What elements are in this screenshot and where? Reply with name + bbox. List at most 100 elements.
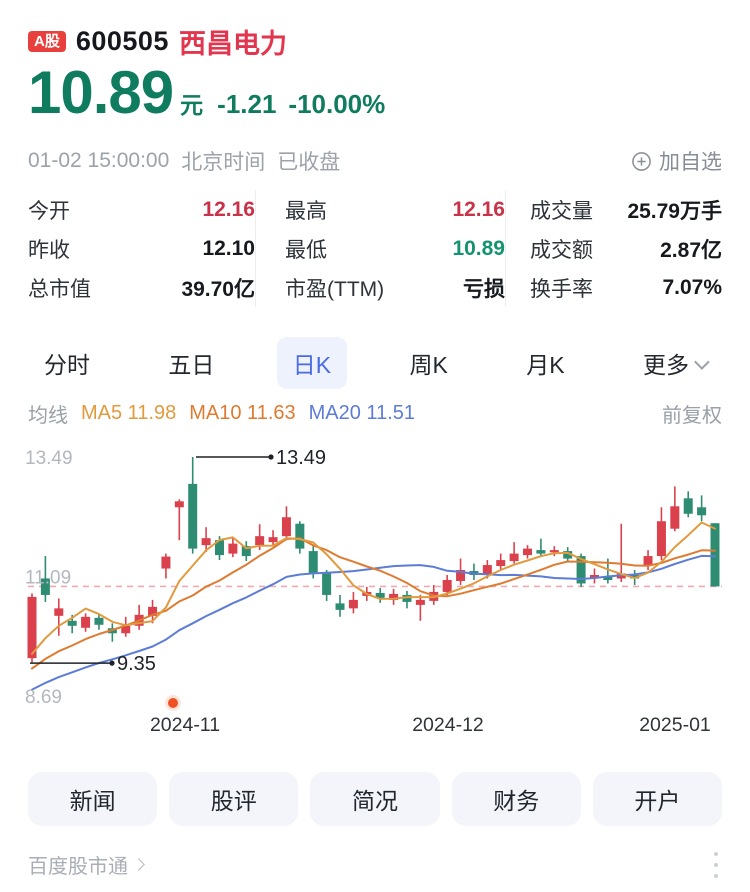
- stats-column: 最高 12.16 最低 10.89 市盈(TTM) 亏损: [255, 190, 505, 307]
- more-options-icon[interactable]: [714, 851, 722, 878]
- candle-body: [268, 537, 278, 543]
- stat-label: 最高: [285, 199, 327, 223]
- candle-body: [161, 556, 171, 569]
- current-price: 10.89: [28, 59, 174, 126]
- timezone-label: 北京时间: [181, 151, 266, 174]
- ma-legend-row: 均线 MA5 11.98 MA10 11.63 MA20 11.51 前复权: [28, 399, 722, 428]
- candle-body: [456, 570, 466, 581]
- candle-body: [228, 543, 238, 554]
- ma-legend-prefix: 均线: [28, 405, 68, 427]
- quote-stats-grid: 今开 12.16 昨收 12.10 总市值 39.70亿 最高 12.16 最低 10.89 市盈(…: [28, 190, 722, 307]
- y-axis-label: 11.09: [25, 568, 71, 589]
- action-button-财务[interactable]: 财务: [451, 772, 581, 826]
- candle-body: [67, 620, 77, 626]
- candle-body: [402, 594, 412, 602]
- stat-label: 成交量: [530, 199, 593, 223]
- tab-label: 周K: [409, 352, 448, 378]
- tab-日K[interactable]: 日K: [276, 337, 348, 389]
- ma-legend-ma20: MA20 11.51: [308, 402, 415, 424]
- event-marker-dot: [168, 698, 178, 708]
- tab-周K[interactable]: 周K: [394, 337, 464, 389]
- tab-分时[interactable]: 分时: [28, 337, 106, 389]
- stat-item: 成交量 25.79万手: [530, 190, 722, 229]
- stat-value: 2.87亿: [660, 238, 722, 262]
- action-button-股评[interactable]: 股评: [169, 772, 299, 826]
- tab-label: 分时: [44, 352, 90, 378]
- annotation-label: 13.49: [276, 447, 326, 469]
- candle-body: [589, 575, 599, 579]
- stat-value: 10.89: [452, 236, 505, 260]
- tab-更多[interactable]: 更多: [627, 337, 722, 389]
- candle-body: [27, 596, 37, 659]
- stat-item: 最高 12.16: [285, 190, 505, 229]
- candle-body: [536, 550, 546, 554]
- price-change-percent: -10.00%: [288, 89, 386, 119]
- stat-item: 市盈(TTM) 亏损: [285, 268, 505, 307]
- ma10-line: [31, 537, 716, 670]
- ma-legend-ma5: MA5 11.98: [81, 402, 177, 424]
- candle-body: [442, 579, 452, 592]
- candle-body: [322, 573, 332, 595]
- chevron-right-icon: [132, 858, 145, 871]
- candle-body: [710, 523, 720, 587]
- adjustment-mode-label[interactable]: 前复权: [662, 405, 722, 427]
- stat-label: 最低: [285, 238, 327, 262]
- quote-time: 01-02 15:00:00: [28, 149, 170, 172]
- stat-value: 12.16: [202, 197, 255, 221]
- tab-月K[interactable]: 月K: [510, 337, 580, 389]
- ma-legend-ma10: MA10 11.63: [189, 402, 296, 424]
- action-button-开户[interactable]: 开户: [592, 772, 723, 826]
- stock-header: A股 600505 西昌电力: [28, 22, 287, 61]
- stat-label: 换手率: [530, 277, 593, 301]
- candle-body: [295, 523, 305, 549]
- tab-label: 五日: [168, 352, 215, 378]
- tab-label: 更多: [642, 352, 689, 378]
- stat-item: 总市值 39.70亿: [28, 268, 255, 307]
- market-state: 已收盘: [277, 151, 341, 174]
- stat-label: 昨收: [28, 238, 70, 262]
- annotation-dot: [109, 660, 115, 666]
- stats-column: 成交量 25.79万手 成交额 2.87亿换手率 7.07%: [505, 190, 722, 307]
- candle-body: [188, 483, 198, 549]
- candle-body: [523, 548, 533, 556]
- x-axis-label: 2024-11: [150, 714, 220, 736]
- candle-body: [697, 507, 707, 516]
- action-button-新闻[interactable]: 新闻: [28, 772, 158, 826]
- candle-body: [94, 617, 104, 625]
- stat-value: 7.07%: [662, 275, 722, 299]
- add-watchlist-label: 加自选: [659, 151, 722, 174]
- stat-value: 39.70亿: [181, 277, 255, 301]
- stat-label: 今开: [28, 199, 70, 223]
- annotation-label: 9.35: [117, 653, 156, 675]
- candle-body: [630, 575, 640, 579]
- tab-五日[interactable]: 五日: [152, 337, 230, 389]
- candle-body: [348, 599, 358, 609]
- add-watchlist-button[interactable]: 加自选: [631, 146, 722, 176]
- footer-brand-link[interactable]: 百度股市通: [28, 856, 128, 878]
- candle-body: [656, 521, 666, 557]
- circle-plus-icon: [632, 151, 651, 171]
- candle-body: [214, 540, 224, 556]
- candle-body: [576, 556, 586, 584]
- candle-body: [563, 551, 573, 559]
- stat-item: 最低 10.89: [285, 229, 505, 268]
- x-axis-label: 2025-01: [639, 714, 711, 736]
- candle-body: [643, 556, 653, 567]
- ma5-line: [31, 521, 716, 655]
- candles-group: [27, 457, 720, 664]
- candle-body: [683, 498, 693, 514]
- status-row: 01-02 15:00:00 北京时间 已收盘 加自选: [28, 146, 722, 176]
- stat-item: 成交额 2.87亿: [530, 229, 722, 268]
- candle-body: [482, 565, 492, 576]
- candle-body: [496, 560, 506, 567]
- annotation-dot: [268, 454, 274, 460]
- stats-column: 今开 12.16 昨收 12.10 总市值 39.70亿: [28, 190, 255, 307]
- price-row: 10.89 元 -1.21 -10.00%: [28, 60, 385, 126]
- price-change: -1.21: [217, 89, 277, 119]
- market-badge: A股: [28, 31, 66, 52]
- candlestick-chart[interactable]: 13.49 11.09 8.69 2024-11 2024-12 2025-01 13.49…: [0, 436, 750, 748]
- stat-label: 总市值: [28, 277, 91, 301]
- tab-label: 月K: [526, 352, 565, 378]
- action-button-简况[interactable]: 简况: [310, 772, 440, 826]
